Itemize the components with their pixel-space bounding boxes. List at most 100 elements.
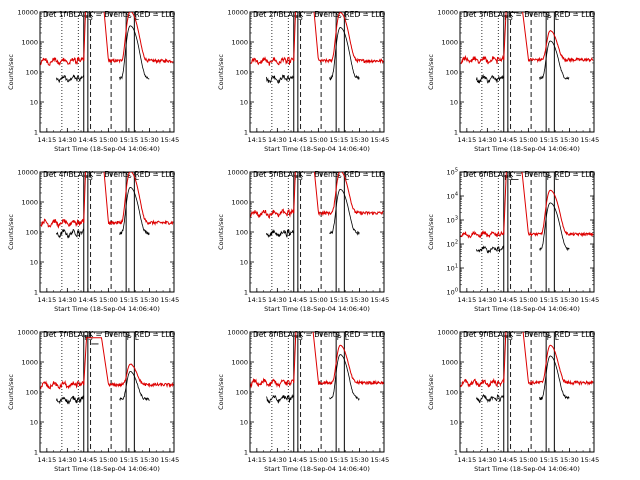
region-label: S <box>88 14 93 22</box>
y-tick-label: 10000 <box>17 329 38 337</box>
y-tick-label: 10000 <box>227 169 248 177</box>
x-tick-label: 14:15 <box>37 296 56 304</box>
events-series-line <box>56 186 150 239</box>
x-axis-label: Start Time (18-Sep-04 14:06:40) <box>474 465 580 473</box>
y-tick-label: 1 <box>454 449 458 457</box>
x-tick-label: 14:45 <box>78 296 97 304</box>
x-tick-label: 15:45 <box>371 296 390 304</box>
x-tick-label: 15:45 <box>371 456 390 464</box>
region-label: F <box>294 334 298 342</box>
x-tick-label: 15:30 <box>140 456 159 464</box>
region-label: S <box>298 174 303 182</box>
x-tick-label: 14:15 <box>457 456 476 464</box>
lld-series-line <box>250 12 384 66</box>
y-tick-label: 10 <box>30 99 38 107</box>
x-tick-label: 14:45 <box>288 296 307 304</box>
region-label: S <box>298 14 303 22</box>
x-tick-label: 15:30 <box>560 296 579 304</box>
y-tick-label: 104 <box>447 192 458 201</box>
region-label: L <box>135 334 139 342</box>
events-series-line <box>476 355 570 404</box>
y-tick-label: 1000 <box>441 359 458 367</box>
events-series-line <box>266 27 360 84</box>
lld-series-line <box>250 172 384 219</box>
y-tick-label: 1000 <box>231 199 248 207</box>
y-axis-label: Counts/sec <box>427 54 435 90</box>
region-label: F <box>547 174 551 182</box>
y-tick-label: 10 <box>30 259 38 267</box>
region-label: F <box>337 14 341 22</box>
x-tick-label: 14:30 <box>58 296 77 304</box>
chart-title: Det 9f BLACK = Events, RED = LLD <box>463 330 596 339</box>
lld-series-line <box>250 332 384 389</box>
y-tick-label: 1000 <box>231 39 248 47</box>
x-tick-label: 14:45 <box>288 456 307 464</box>
region-label: S <box>508 174 513 182</box>
x-tick-label: 15:00 <box>309 136 328 144</box>
x-axis-label: Start Time (18-Sep-04 14:06:40) <box>54 305 160 313</box>
lld-series-line <box>460 332 594 388</box>
x-tick-label: 14:15 <box>247 136 266 144</box>
events-series-line <box>266 188 360 238</box>
region-label: S <box>88 174 93 182</box>
chart-title: Det 7f BLACK = Events, RED = LLD <box>43 330 176 339</box>
region-label: F <box>84 14 88 22</box>
lld-series-line <box>40 12 174 66</box>
y-tick-label: 1000 <box>21 359 38 367</box>
y-axis-label: Counts/sec <box>7 214 15 250</box>
y-tick-label: 101 <box>447 264 458 273</box>
y-tick-label: 10 <box>240 99 248 107</box>
chart-panel: Det 4f BLACK = Events, RED = LLD 1 10 100 10… <box>7 169 180 314</box>
y-tick-label: 1000 <box>441 39 458 47</box>
y-tick-label: 1000 <box>21 39 38 47</box>
y-axis-label: Counts/sec <box>217 374 225 410</box>
x-tick-label: 15:15 <box>330 456 349 464</box>
region-label: F <box>294 174 298 182</box>
y-tick-label: 10 <box>30 419 38 427</box>
x-tick-label: 15:30 <box>350 456 369 464</box>
y-tick-label: 10000 <box>437 329 458 337</box>
lld-series-line <box>460 12 594 65</box>
y-tick-label: 10000 <box>17 169 38 177</box>
y-tick-label: 100 <box>446 69 458 77</box>
y-tick-label: 1 <box>34 289 38 297</box>
x-tick-label: 14:45 <box>78 136 97 144</box>
region-label: L <box>345 334 349 342</box>
y-tick-label: 100 <box>26 229 38 237</box>
x-tick-label: 14:30 <box>58 136 77 144</box>
y-axis-label: Counts/sec <box>217 54 225 90</box>
x-tick-label: 15:15 <box>120 136 139 144</box>
region-label: S <box>298 334 303 342</box>
y-tick-label: 10 <box>450 99 458 107</box>
events-series-line <box>266 354 360 404</box>
chart-panel: Det 7f BLACK = Events, RED = LLD 1 10 100 10… <box>7 329 179 474</box>
y-tick-label: 10000 <box>227 329 248 337</box>
x-tick-label: 14:30 <box>58 456 77 464</box>
x-tick-label: 15:45 <box>581 296 600 304</box>
x-tick-label: 15:45 <box>161 296 180 304</box>
x-tick-label: 15:45 <box>161 456 180 464</box>
y-tick-label: 100 <box>26 69 38 77</box>
y-tick-label: 1000 <box>231 359 248 367</box>
region-label: L <box>555 14 559 22</box>
x-tick-label: 15:00 <box>519 136 538 144</box>
x-tick-label: 15:00 <box>519 456 538 464</box>
x-tick-label: 15:15 <box>120 456 139 464</box>
y-tick-label: 10 <box>450 419 458 427</box>
region-label: F <box>547 14 551 22</box>
x-tick-label: 14:15 <box>247 296 266 304</box>
plot-frame <box>459 331 595 453</box>
x-tick-label: 15:45 <box>371 136 390 144</box>
x-axis-label: Start Time (18-Sep-04 14:06:40) <box>264 465 370 473</box>
y-tick-label: 10000 <box>17 9 38 17</box>
chart-title: Det 8f BLACK = Events, RED = LLD <box>253 330 386 339</box>
x-tick-label: 15:00 <box>99 296 118 304</box>
lld-series-line <box>40 172 174 229</box>
x-axis-label: Start Time (18-Sep-04 14:06:40) <box>474 145 580 153</box>
x-tick-label: 15:15 <box>330 296 349 304</box>
x-tick-label: 15:30 <box>560 456 579 464</box>
x-tick-label: 15:30 <box>140 136 159 144</box>
x-tick-label: 14:30 <box>478 136 497 144</box>
x-tick-label: 14:30 <box>268 136 287 144</box>
